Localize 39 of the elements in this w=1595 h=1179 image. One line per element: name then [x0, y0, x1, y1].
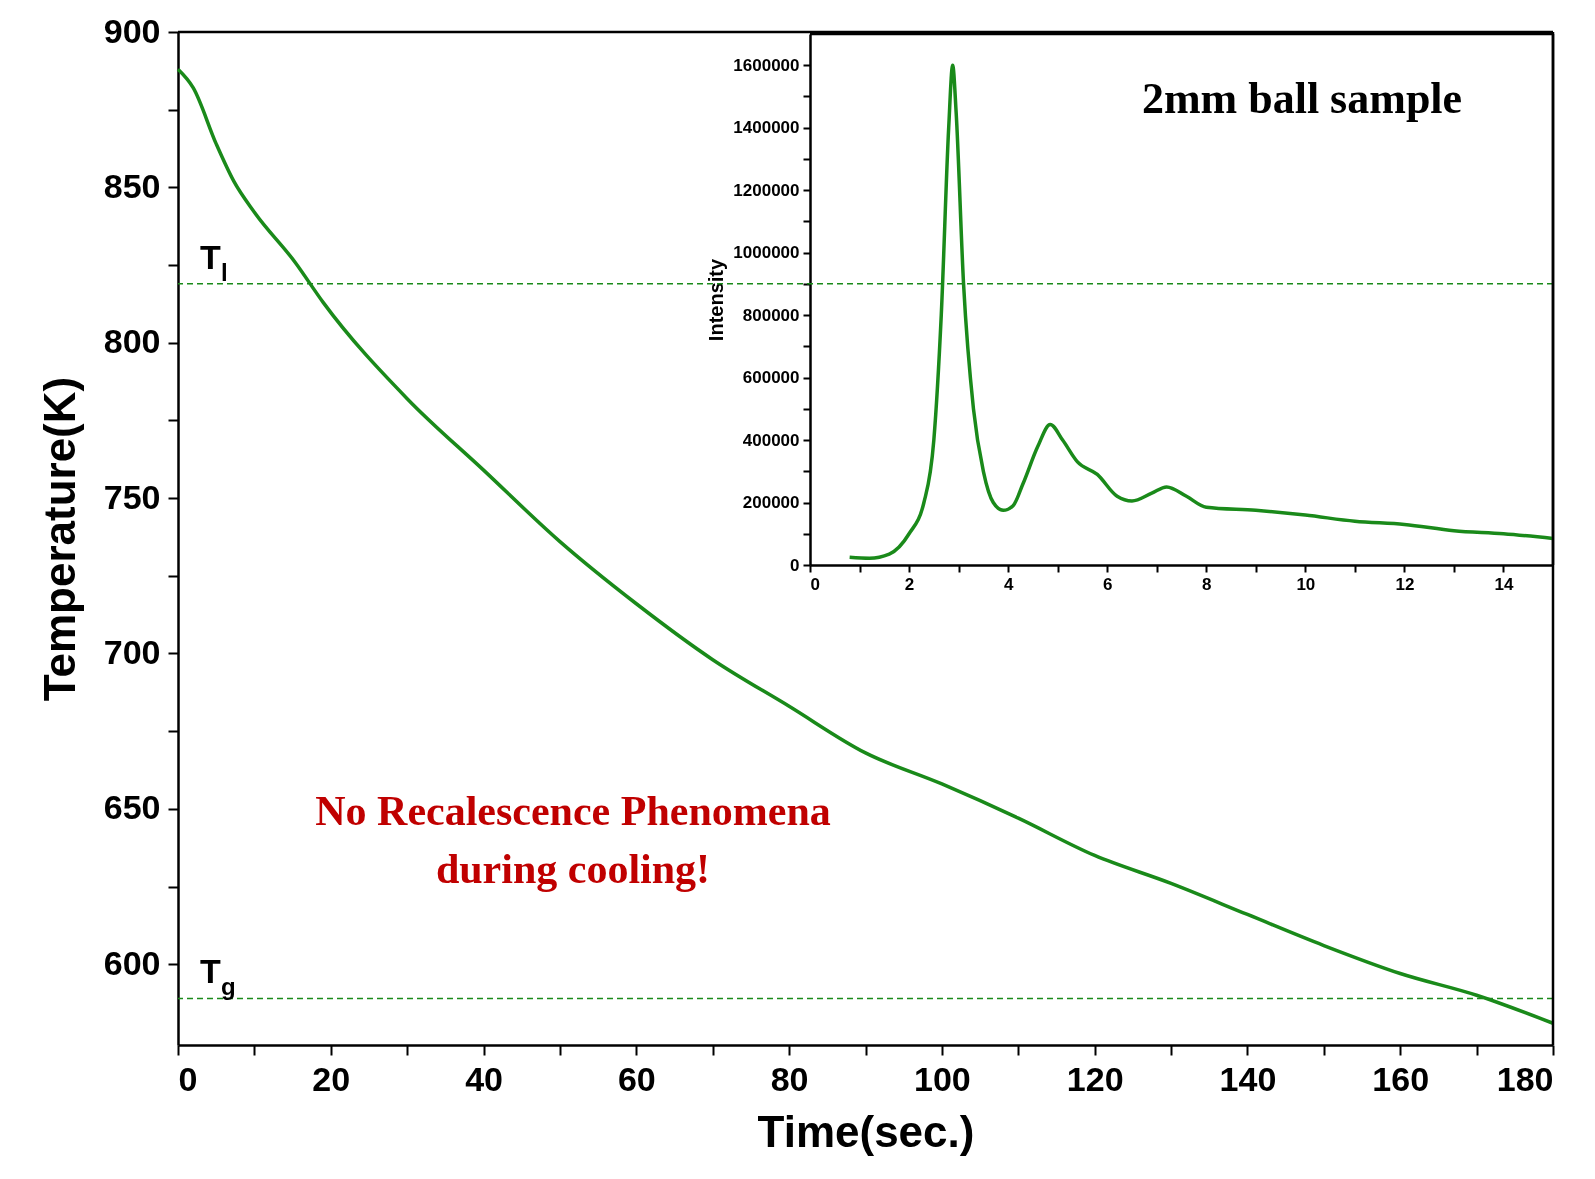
x-tick-label: 40: [465, 1059, 503, 1098]
x-tick-label: 180: [1496, 1059, 1554, 1098]
y-tick-label: 850: [103, 166, 161, 205]
y-tick-label: 650: [103, 788, 161, 827]
y-tick-label: 1600000: [733, 55, 800, 75]
x-tick-label: 8: [1202, 574, 1212, 594]
x-tick-label: 14: [1494, 574, 1514, 594]
y-axis-title: Intensity: [705, 258, 728, 342]
y-tick-label: 800000: [742, 305, 800, 325]
annotation: 2mm ball sample: [1141, 74, 1463, 123]
x-tick-label: 20: [312, 1059, 351, 1098]
y-tick-label: 200000: [742, 493, 800, 513]
y-tick-label: 1000000: [733, 243, 800, 263]
y-tick-label: 900: [103, 11, 161, 50]
y-tick-label: 600: [103, 943, 161, 982]
y-axis-title: Temperature(K): [34, 376, 84, 702]
x-tick-label: 0: [810, 574, 820, 594]
annotation: No Recalescence Phenomena during cooling!: [315, 788, 831, 892]
x-tick-label: 12: [1395, 574, 1415, 594]
x-tick-label: 10: [1296, 574, 1316, 594]
y-tick-label: 700: [103, 632, 161, 671]
y-tick-label: 750: [103, 477, 161, 516]
x-tick-label: 120: [1066, 1059, 1124, 1098]
x-axis-title: Time(sec.): [757, 1106, 975, 1156]
y-tick-label: 1400000: [733, 118, 800, 138]
x-tick-label: 100: [914, 1059, 971, 1098]
y-tick-label: 1200000: [733, 180, 800, 200]
x-tick-label: 60: [617, 1059, 656, 1098]
x-tick-label: 4: [1003, 574, 1014, 594]
x-tick-label: 160: [1372, 1059, 1430, 1098]
y-tick-label: 0: [790, 555, 800, 575]
y-tick-label: 600000: [742, 368, 800, 388]
x-tick-label: 6: [1102, 574, 1113, 594]
y-tick-label: 800: [103, 322, 161, 361]
x-tick-label: 140: [1219, 1059, 1277, 1098]
x-tick-label: 2: [904, 574, 915, 594]
x-tick-label: 0: [178, 1059, 198, 1098]
x-tick-label: 80: [770, 1059, 809, 1098]
y-tick-label: 400000: [742, 430, 800, 450]
